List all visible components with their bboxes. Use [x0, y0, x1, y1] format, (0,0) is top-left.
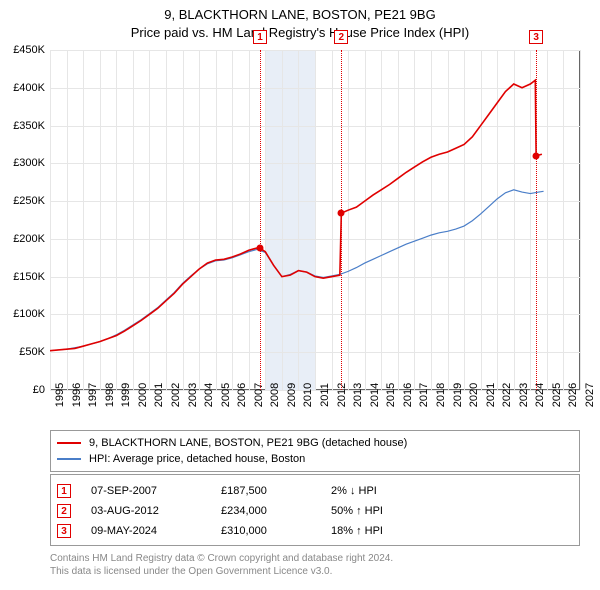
event-point-dot	[257, 245, 264, 252]
event-marker-on-chart: 3	[529, 30, 543, 44]
event-row-1: 1 07-SEP-2007 £187,500 2% ↓ HPI	[57, 481, 573, 501]
y-axis-label: £200K	[0, 233, 45, 245]
event-date-2: 03-AUG-2012	[91, 505, 221, 517]
series-svg	[50, 50, 580, 390]
y-axis-label: £450K	[0, 44, 45, 56]
title-block: 9, BLACKTHORN LANE, BOSTON, PE21 9BG Pri…	[0, 0, 600, 42]
gridline-v	[580, 50, 581, 390]
title-line-1: 9, BLACKTHORN LANE, BOSTON, PE21 9BG	[0, 6, 600, 24]
y-axis-label: £400K	[0, 82, 45, 94]
series-line-hpi	[50, 190, 544, 351]
event-price-2: £234,000	[221, 505, 331, 517]
event-price-3: £310,000	[221, 525, 331, 537]
legend-row-property: 9, BLACKTHORN LANE, BOSTON, PE21 9BG (de…	[57, 435, 573, 451]
event-point-dot	[533, 152, 540, 159]
event-marker-2: 2	[57, 504, 71, 518]
y-axis-label: £0	[0, 384, 45, 396]
y-axis-label: £50K	[0, 346, 45, 358]
event-row-2: 2 03-AUG-2012 £234,000 50% ↑ HPI	[57, 501, 573, 521]
y-axis-label: £100K	[0, 308, 45, 320]
event-price-1: £187,500	[221, 485, 331, 497]
chart-area: £0£50K£100K£150K£200K£250K£300K£350K£400…	[50, 50, 580, 390]
legend-swatch-property	[57, 442, 81, 444]
events-box: 1 07-SEP-2007 £187,500 2% ↓ HPI 2 03-AUG…	[50, 474, 580, 546]
figure-container: 9, BLACKTHORN LANE, BOSTON, PE21 9BG Pri…	[0, 0, 600, 590]
x-axis-label: 2027	[584, 383, 596, 407]
y-axis-label: £350K	[0, 120, 45, 132]
event-date-3: 09-MAY-2024	[91, 525, 221, 537]
event-marker-on-chart: 1	[253, 30, 267, 44]
legend-label-property: 9, BLACKTHORN LANE, BOSTON, PE21 9BG (de…	[89, 437, 407, 449]
event-marker-3: 3	[57, 524, 71, 538]
legend-row-hpi: HPI: Average price, detached house, Bost…	[57, 451, 573, 467]
legend-box: 9, BLACKTHORN LANE, BOSTON, PE21 9BG (de…	[50, 430, 580, 472]
event-delta-3: 18% ↑ HPI	[331, 525, 451, 537]
event-point-dot	[338, 210, 345, 217]
event-date-1: 07-SEP-2007	[91, 485, 221, 497]
event-marker-on-chart: 2	[334, 30, 348, 44]
y-axis-label: £250K	[0, 195, 45, 207]
series-line-property	[50, 80, 542, 350]
footer-attribution: Contains HM Land Registry data © Crown c…	[50, 552, 393, 578]
y-axis-label: £300K	[0, 157, 45, 169]
legend-swatch-hpi	[57, 458, 81, 460]
title-line-2: Price paid vs. HM Land Registry's House …	[0, 24, 600, 42]
y-axis-label: £150K	[0, 271, 45, 283]
event-row-3: 3 09-MAY-2024 £310,000 18% ↑ HPI	[57, 521, 573, 541]
event-delta-2: 50% ↑ HPI	[331, 505, 451, 517]
footer-line-2: This data is licensed under the Open Gov…	[50, 565, 393, 578]
footer-line-1: Contains HM Land Registry data © Crown c…	[50, 552, 393, 565]
event-marker-1: 1	[57, 484, 71, 498]
legend-label-hpi: HPI: Average price, detached house, Bost…	[89, 453, 305, 465]
event-delta-1: 2% ↓ HPI	[331, 485, 451, 497]
